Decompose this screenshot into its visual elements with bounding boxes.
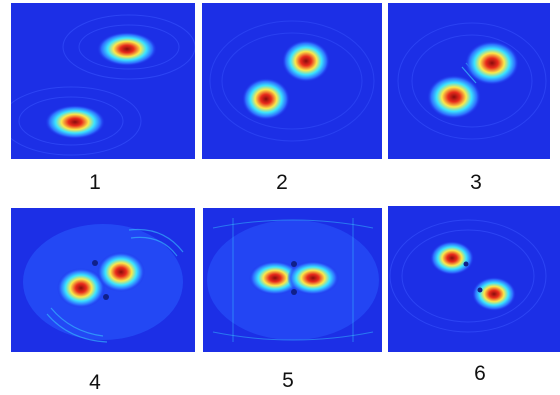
panel-4-image — [11, 208, 195, 352]
panel-1-image — [11, 3, 195, 159]
panel-1-label: 1 — [89, 171, 101, 194]
panel-3-label: 3 — [470, 171, 482, 194]
panel-4-label: 4 — [89, 371, 101, 394]
panel-2-label: 2 — [276, 171, 288, 194]
panel-5-label: 5 — [282, 369, 294, 392]
panel-5-image — [203, 208, 382, 352]
panel-2-image — [202, 3, 382, 159]
panel-6-image — [388, 206, 560, 352]
panel-3-image — [388, 3, 550, 159]
panel-6-label: 6 — [474, 362, 486, 385]
